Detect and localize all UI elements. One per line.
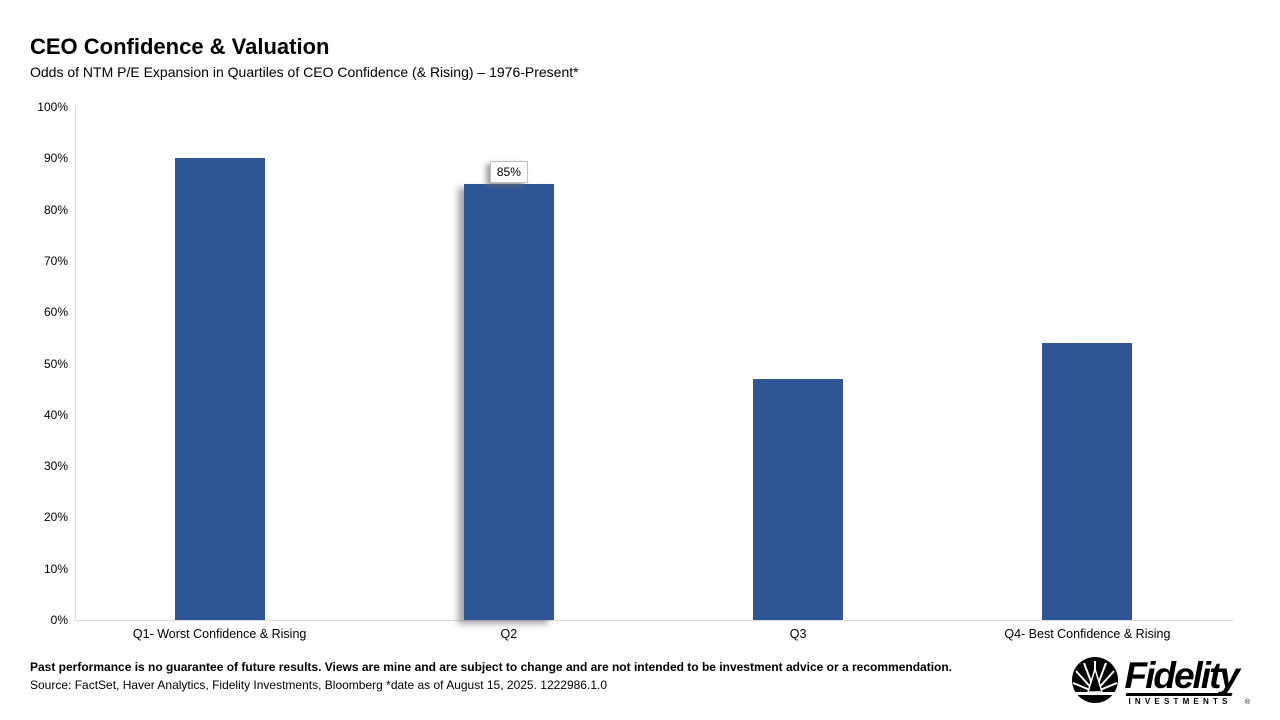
registered-trademark-symbol: ®	[1244, 699, 1250, 706]
x-axis-category-label: Q1- Worst Confidence & Rising	[132, 627, 307, 641]
y-tick-label: 0%	[50, 613, 68, 627]
y-tick-label: 20%	[43, 510, 68, 525]
y-tick-label: 100%	[37, 100, 68, 114]
bar	[174, 158, 265, 620]
x-axis-category-label: Q3	[789, 627, 807, 641]
page-subtitle: Odds of NTM P/E Expansion in Quartiles o…	[30, 64, 579, 80]
footer-disclaimer: Past performance is no guarantee of futu…	[30, 660, 953, 674]
page-title: CEO Confidence & Valuation	[30, 34, 330, 59]
y-tick-label: 40%	[43, 407, 68, 422]
plot-area	[75, 107, 1233, 621]
fidelity-investments-label: INVESTMENTS	[1128, 697, 1232, 706]
y-tick-label: 80%	[43, 202, 68, 217]
y-tick-label: 10%	[43, 561, 68, 576]
y-tick-label: 30%	[43, 459, 68, 474]
x-axis-category-label: Q2	[500, 627, 518, 641]
y-tick-label: 60%	[43, 305, 68, 320]
y-tick-label: 90%	[43, 151, 68, 166]
y-tick-label: 50%	[43, 356, 68, 371]
y-tick-label: 70%	[43, 253, 68, 268]
footer-source: Source: FactSet, Haver Analytics, Fideli…	[30, 678, 607, 692]
fidelity-logo: Fidelity INVESTMENTS ®	[1070, 655, 1250, 710]
logo-underline	[1125, 693, 1233, 696]
bar	[753, 378, 844, 620]
bar	[463, 183, 554, 620]
fidelity-wordmark: Fidelity	[1124, 655, 1240, 696]
x-axis-category-label: Q4- Best Confidence & Rising	[1004, 627, 1171, 641]
data-label: 85%	[489, 160, 528, 183]
bar	[1042, 342, 1133, 620]
fidelity-sun-pyramid-icon	[1070, 655, 1120, 710]
